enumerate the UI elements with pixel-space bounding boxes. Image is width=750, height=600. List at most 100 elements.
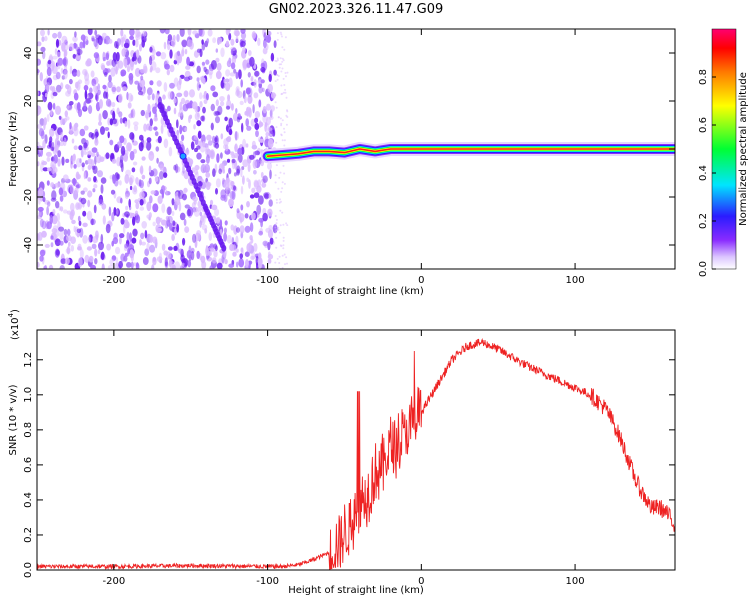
noise-dot	[171, 210, 175, 216]
noise-dot	[282, 247, 285, 250]
noise-dot	[212, 135, 216, 144]
noise-dot	[58, 187, 64, 196]
noise-dot	[280, 70, 283, 73]
noise-dot	[283, 131, 286, 134]
noise-dot	[199, 101, 203, 108]
noise-dot	[101, 64, 106, 71]
noise-dot	[192, 233, 197, 243]
noise-dot	[105, 98, 112, 107]
noise-dot	[181, 39, 188, 48]
noise-dot	[85, 98, 91, 104]
noise-dot	[115, 257, 119, 267]
noise-dot	[183, 218, 187, 226]
noise-dot	[128, 72, 134, 81]
noise-dot	[196, 65, 201, 74]
noise-dot	[218, 168, 222, 175]
noise-dot	[90, 70, 95, 78]
noise-dot	[146, 201, 152, 212]
noise-dot	[253, 92, 259, 99]
noise-dot	[146, 214, 151, 219]
noise-dot	[72, 53, 77, 59]
noise-dot	[166, 206, 172, 216]
noise-dot	[230, 48, 234, 56]
noise-dot	[246, 106, 252, 114]
noise-dot	[61, 156, 65, 166]
noise-dot	[108, 206, 112, 217]
noise-dot	[239, 100, 244, 106]
noise-dot	[93, 38, 98, 48]
noise-dot	[280, 124, 283, 127]
noise-dot	[44, 35, 48, 42]
colorbar: 0.0 0.2 0.4 0.6 0.8 Normalized spectral ampl…	[698, 28, 749, 277]
noise-dot	[233, 185, 236, 191]
noise-dot	[209, 264, 215, 269]
noise-dot	[275, 236, 278, 239]
noise-dot	[124, 174, 130, 184]
noise-dot	[73, 92, 79, 101]
noise-dot	[69, 78, 73, 85]
noise-dot	[46, 156, 51, 162]
noise-dot	[119, 180, 122, 186]
noise-dot	[193, 135, 198, 141]
noise-dot	[106, 60, 111, 66]
noise-dot	[135, 38, 139, 48]
noise-dot	[200, 115, 205, 122]
noise-dot	[216, 153, 220, 164]
noise-dot	[194, 239, 198, 249]
noise-dot	[267, 241, 271, 251]
noise-dot	[236, 165, 241, 174]
noise-dot	[179, 29, 185, 37]
noise-dot	[225, 82, 231, 91]
noise-dot	[260, 62, 265, 69]
noise-dot	[105, 223, 111, 234]
noise-dot	[99, 156, 105, 162]
noise-dot	[131, 237, 137, 244]
noise-dot	[188, 61, 195, 67]
noise-dot	[89, 87, 93, 94]
noise-dot	[214, 208, 220, 217]
noise-dot	[198, 29, 203, 37]
noise-dot	[108, 38, 113, 44]
noise-dot	[279, 224, 282, 227]
noise-dot	[247, 72, 251, 78]
noise-dot	[64, 257, 70, 265]
noise-dot	[262, 212, 268, 222]
noise-dot	[141, 241, 146, 246]
noise-dot	[169, 64, 175, 73]
noise-dot	[211, 204, 218, 211]
noise-dot	[285, 256, 288, 259]
noise-dot	[156, 256, 163, 262]
noise-dot	[275, 164, 278, 167]
noise-dot	[97, 35, 103, 46]
noise-dot	[213, 249, 218, 258]
noise-dot	[144, 229, 148, 239]
noise-dot	[277, 187, 280, 190]
noise-dot	[274, 223, 277, 226]
noise-dot	[143, 123, 148, 132]
noise-dot	[141, 221, 147, 229]
noise-dot	[246, 243, 252, 253]
noise-dot	[284, 263, 286, 266]
noise-dot	[108, 74, 112, 83]
noise-dot	[131, 167, 136, 173]
noise-dot	[186, 250, 192, 259]
noise-dot	[250, 255, 256, 260]
noise-dot	[68, 242, 71, 247]
noise-dot	[248, 179, 251, 189]
noise-dot	[209, 243, 215, 250]
noise-dot	[157, 195, 163, 204]
noise-dot	[119, 233, 125, 239]
noise-dot	[84, 70, 88, 77]
noise-dot	[237, 147, 243, 155]
noise-dot	[262, 175, 268, 183]
noise-dot	[207, 29, 213, 37]
noise-dot	[176, 34, 180, 42]
noise-dot	[152, 48, 156, 56]
noise-dot	[268, 73, 272, 83]
noise-dot	[150, 190, 156, 195]
noise-dot	[149, 244, 156, 253]
noise-dot	[85, 60, 91, 67]
noise-dot	[253, 79, 257, 88]
noise-dot	[94, 29, 98, 36]
noise-dot	[127, 119, 131, 129]
